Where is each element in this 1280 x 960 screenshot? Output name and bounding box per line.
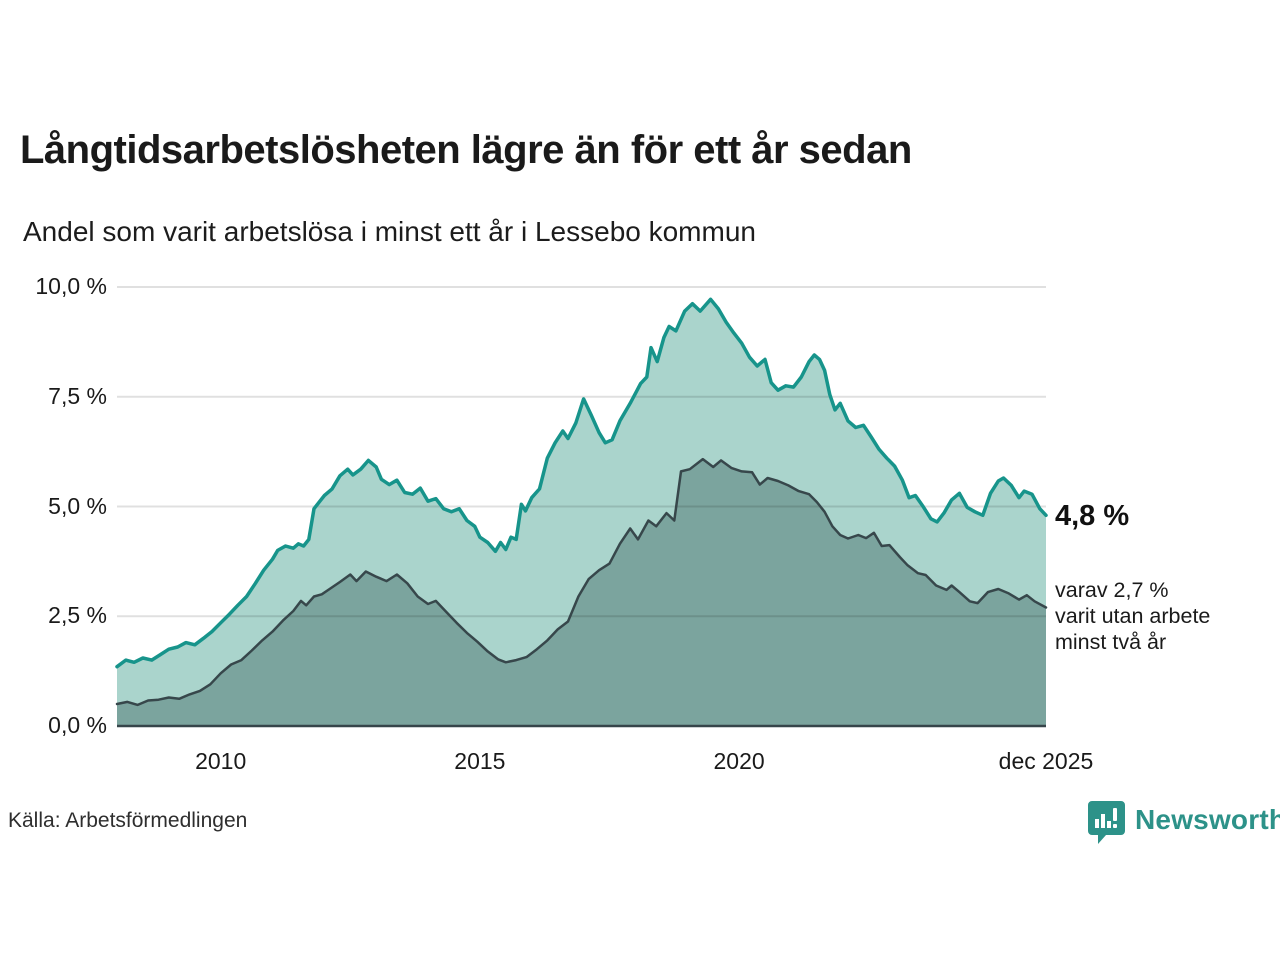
annotation-line: minst två år (1055, 630, 1167, 654)
y-tick-label: 7,5 % (48, 382, 107, 409)
newsworthy-wordmark: Newsworthy (1135, 804, 1280, 835)
newsworthy-bubble-bar-chart-icon (1088, 801, 1125, 844)
x-tick-label: 2010 (195, 748, 247, 774)
x-tick-label: 2020 (713, 748, 765, 774)
line-unemployed-two-years (115, 457, 1048, 707)
chart-subtitle: Andel som varit arbetslösa i minst ett å… (23, 216, 756, 247)
x-tick-label: 2015 (454, 748, 506, 774)
page-title: Långtidsarbetslösheten lägre än för ett … (20, 128, 912, 172)
y-tick-label: 5,0 % (48, 492, 107, 519)
y-tick-label: 0,0 % (48, 712, 107, 738)
x-tick-label: dec 2025 (998, 748, 1094, 774)
latest-total-value-label: 4,8 % (1055, 500, 1130, 532)
line-unemployed-one-year (115, 297, 1048, 669)
two-year-unemployment-annotation: varav 2,7 % varit utan arbete minst två … (1055, 577, 1210, 655)
annotation-line: varav 2,7 % (1055, 578, 1169, 602)
annotation-line: varit utan arbete (1055, 604, 1211, 628)
y-tick-label: 2,5 % (48, 602, 107, 629)
source-attribution: Källa: Arbetsförmedlingen (8, 809, 248, 832)
newsworthy-logo: Newsworthy (1088, 800, 1280, 846)
y-tick-label: 10,0 % (35, 273, 107, 299)
